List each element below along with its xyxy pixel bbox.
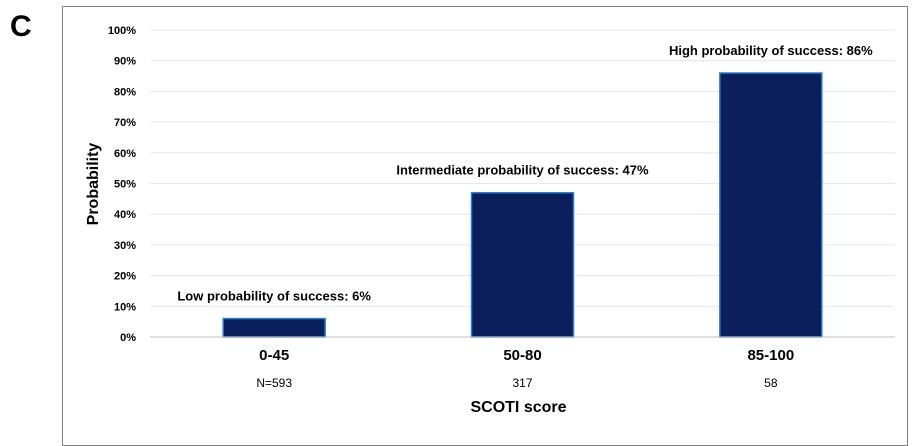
y-tick-label: 40% <box>114 209 136 221</box>
count-label: 317 <box>512 376 532 390</box>
y-tick-label: 80% <box>114 86 136 98</box>
y-tick-label: 20% <box>114 271 136 283</box>
bars <box>222 72 823 338</box>
category-labels: 0-45 50-80 85-100 <box>259 347 794 364</box>
y-tick-label: 100% <box>108 25 136 37</box>
count-labels: N=593 317 58 <box>256 376 778 390</box>
y-tick-label: 10% <box>114 301 136 313</box>
bar-annotations: Low probability of success: 6% Intermedia… <box>177 43 873 304</box>
bar-annotation: Intermediate probability of success: 47% <box>396 163 649 178</box>
y-tick-label: 50% <box>114 179 136 191</box>
y-tick-labels: 0% 10% 20% 30% 40% 50% 60% 70% 80% 90% 100% <box>108 25 136 344</box>
y-axis-title: Probability <box>85 143 102 226</box>
y-tick-label: 30% <box>114 240 136 252</box>
category-label: 85-100 <box>747 347 794 364</box>
count-label: 58 <box>764 376 778 390</box>
y-tick-label: 0% <box>120 332 136 344</box>
x-axis-title: SCOTI score <box>470 399 566 416</box>
count-label: N=593 <box>256 376 292 390</box>
panel-letter: C <box>10 10 32 43</box>
category-label: 50-80 <box>503 347 541 364</box>
bar-annotation: Low probability of success: 6% <box>177 289 371 304</box>
bar-chart: 0% 10% 20% 30% 40% 50% 60% 70% 80% 90% 100% Low pr… <box>85 25 895 416</box>
bar-annotation: High probability of success: 86% <box>669 43 873 58</box>
category-label: 0-45 <box>259 347 289 364</box>
bar <box>470 191 575 338</box>
y-tick-label: 70% <box>114 117 136 129</box>
bar <box>719 72 823 338</box>
bar <box>222 317 326 338</box>
y-tick-label: 90% <box>114 56 136 68</box>
y-tick-label: 60% <box>114 148 136 160</box>
